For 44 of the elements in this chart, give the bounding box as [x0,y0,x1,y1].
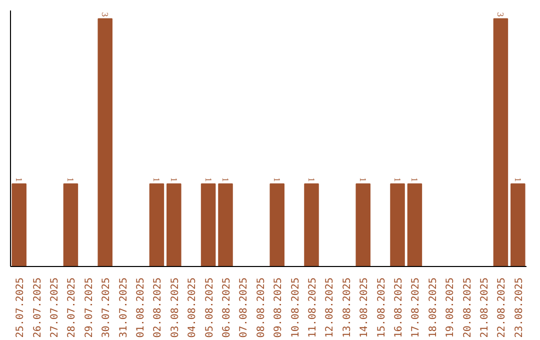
data-label: 1 [168,177,179,182]
x-tick-label: 30.07.2025 [101,277,112,338]
x-tick-label: 03.08.2025 [170,277,181,338]
x-tick-label: 22.08.2025 [496,277,508,338]
x-tick-label: 14.08.2025 [359,277,370,338]
data-label: 1 [152,177,162,182]
x-tick-label: 13.08.2025 [342,277,353,338]
data-label: 1 [203,177,214,182]
x-tick-label: 20.08.2025 [462,277,474,338]
x-tick-label: 05.08.2025 [204,277,216,338]
data-label: 1 [272,177,282,182]
x-tick-label: 17.08.2025 [410,277,422,338]
x-tick-label: 04.08.2025 [187,277,198,338]
data-label: 1 [358,177,368,182]
x-tick-label: 01.08.2025 [136,277,146,338]
x-tick-label: 21.08.2025 [480,277,490,338]
x-tick-label: 10.08.2025 [290,277,302,338]
data-label: 3 [496,12,506,18]
x-tick-label: 11.08.2025 [308,277,318,338]
x-tick-label: 18.08.2025 [428,277,439,338]
data-label: 1 [66,177,76,182]
data-label: 1 [220,177,230,182]
x-tick-label: 15.08.2025 [376,277,388,338]
x-tick-label: 27.07.2025 [50,277,60,338]
data-label: 1 [392,177,402,182]
data-label: 1 [512,177,523,182]
x-tick-label: 23.08.2025 [514,277,525,338]
data-label: 1 [306,177,316,182]
x-tick-label: 31.07.2025 [118,277,130,338]
x-tick-label: 16.08.2025 [394,277,404,338]
x-tick-label: 29.07.2025 [84,277,95,338]
x-tick-label: 02.08.2025 [152,277,164,338]
x-tick-label: 07.08.2025 [238,277,250,338]
data-label: 1 [410,177,420,182]
x-tick-label: 12.08.2025 [324,277,336,338]
x-tick-label: 25.07.2025 [15,277,26,338]
data-label: 3 [100,12,110,18]
x-tick-label: 26.07.2025 [32,277,44,338]
x-tick-label: 06.08.2025 [222,277,232,338]
x-tick-label: 08.08.2025 [256,277,267,338]
data-label: 1 [14,177,24,182]
x-tick-label: 28.07.2025 [66,277,78,338]
x-tick-label: 19.08.2025 [445,277,456,338]
x-tick-label: 09.08.2025 [273,277,284,338]
